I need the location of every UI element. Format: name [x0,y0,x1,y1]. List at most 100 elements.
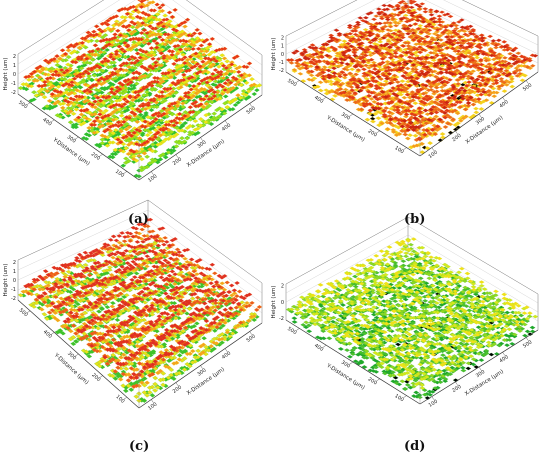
surface-cell [367,102,373,106]
surface-cell [118,39,124,44]
frame-grid [285,0,375,46]
surface-cell [381,44,388,48]
surface-cell [467,32,474,36]
surface-cell [136,257,142,261]
surface-cell [382,21,389,25]
surface-cell [184,260,190,264]
surface-cell [67,120,74,125]
surface-cell [190,124,196,129]
surface-cell [166,273,173,278]
surface-cell [98,104,104,109]
surface-cell [137,55,143,60]
frame-grid [17,0,120,65]
surface-cell [360,85,366,90]
surface-cell [434,53,440,58]
surface-cell [187,132,193,137]
surface-cell [194,84,200,89]
surface-cell [323,91,330,96]
surface-cell [193,91,200,96]
surface-cell [116,8,123,13]
surface-cell [167,19,173,24]
surface-cell [162,13,168,18]
surface-cell [501,40,508,44]
surface-cell [129,98,136,103]
surface-cell [191,84,197,89]
surface-cell [201,97,207,102]
surface-cell [307,64,315,68]
surface-cell [125,130,132,135]
surface-cell [208,64,214,69]
frame-edge [285,0,358,37]
surface-cell [400,44,407,48]
y-tick [51,119,55,122]
surface-cell [159,8,166,13]
surface-cell [206,276,213,281]
surface-cell [133,257,139,262]
surface-cell [144,254,151,259]
surface-cell [83,136,90,141]
surface-cell [409,52,416,57]
surface-cell [474,77,481,82]
surface-cell [150,56,156,61]
surface-cell [479,78,486,83]
surface-cell [194,272,200,277]
surface-cell [417,15,424,19]
surface-cell [449,109,456,114]
surface-cell [504,73,510,78]
surface-cell [394,93,400,98]
surface-cell [182,91,189,96]
surface-cell [407,59,414,63]
surface-cell [187,117,194,122]
surface-cell [129,54,135,59]
surface-cell [169,112,176,117]
surface-cell [379,27,386,31]
surface-cell [117,57,123,62]
x-tick [249,103,252,107]
surface-cell [119,231,125,235]
surface-cell [102,62,109,67]
surface-cell [117,33,124,38]
surface-cell [152,63,159,68]
surface-cell [490,42,497,46]
surface-cell [387,52,394,56]
surface-cell [137,112,144,117]
surface-cell [191,269,197,274]
y-tick [349,113,354,117]
x-tick-label: 100 [147,173,158,183]
surface-cell [149,87,156,92]
surface-cell [34,73,41,78]
surface-cell [372,95,378,99]
surface-cell [129,106,136,111]
surface-cell [222,88,228,92]
surface-cell [444,53,451,57]
surface-cell [444,12,451,16]
surface-cell [453,23,460,28]
surface-cell [467,71,474,76]
surface-cell [114,38,121,43]
surface-cell [143,18,149,23]
surface-cell [308,60,315,64]
surface-cell [107,133,114,138]
surface-cell [409,90,416,94]
surface-cell [402,71,409,75]
surface-cell [62,51,69,56]
surface-cell [437,117,443,122]
surface-cell [50,84,56,89]
surface-cell [102,33,109,38]
surface-cell [72,60,79,65]
surface-cell [341,75,348,80]
surface-cell [123,86,129,91]
surface-cell [155,21,162,26]
surface-cell [110,234,117,239]
surface-cell [395,7,402,11]
surface-cell [154,79,161,84]
surface-cell [197,123,204,128]
surface-cell [103,43,110,48]
surface-cell [514,74,521,78]
surface-cell [399,35,406,40]
surface-cell [135,37,142,42]
surface-cell [297,72,304,76]
surface-cell [101,50,107,55]
surface-cell [346,91,353,96]
surface-cell [134,51,141,56]
